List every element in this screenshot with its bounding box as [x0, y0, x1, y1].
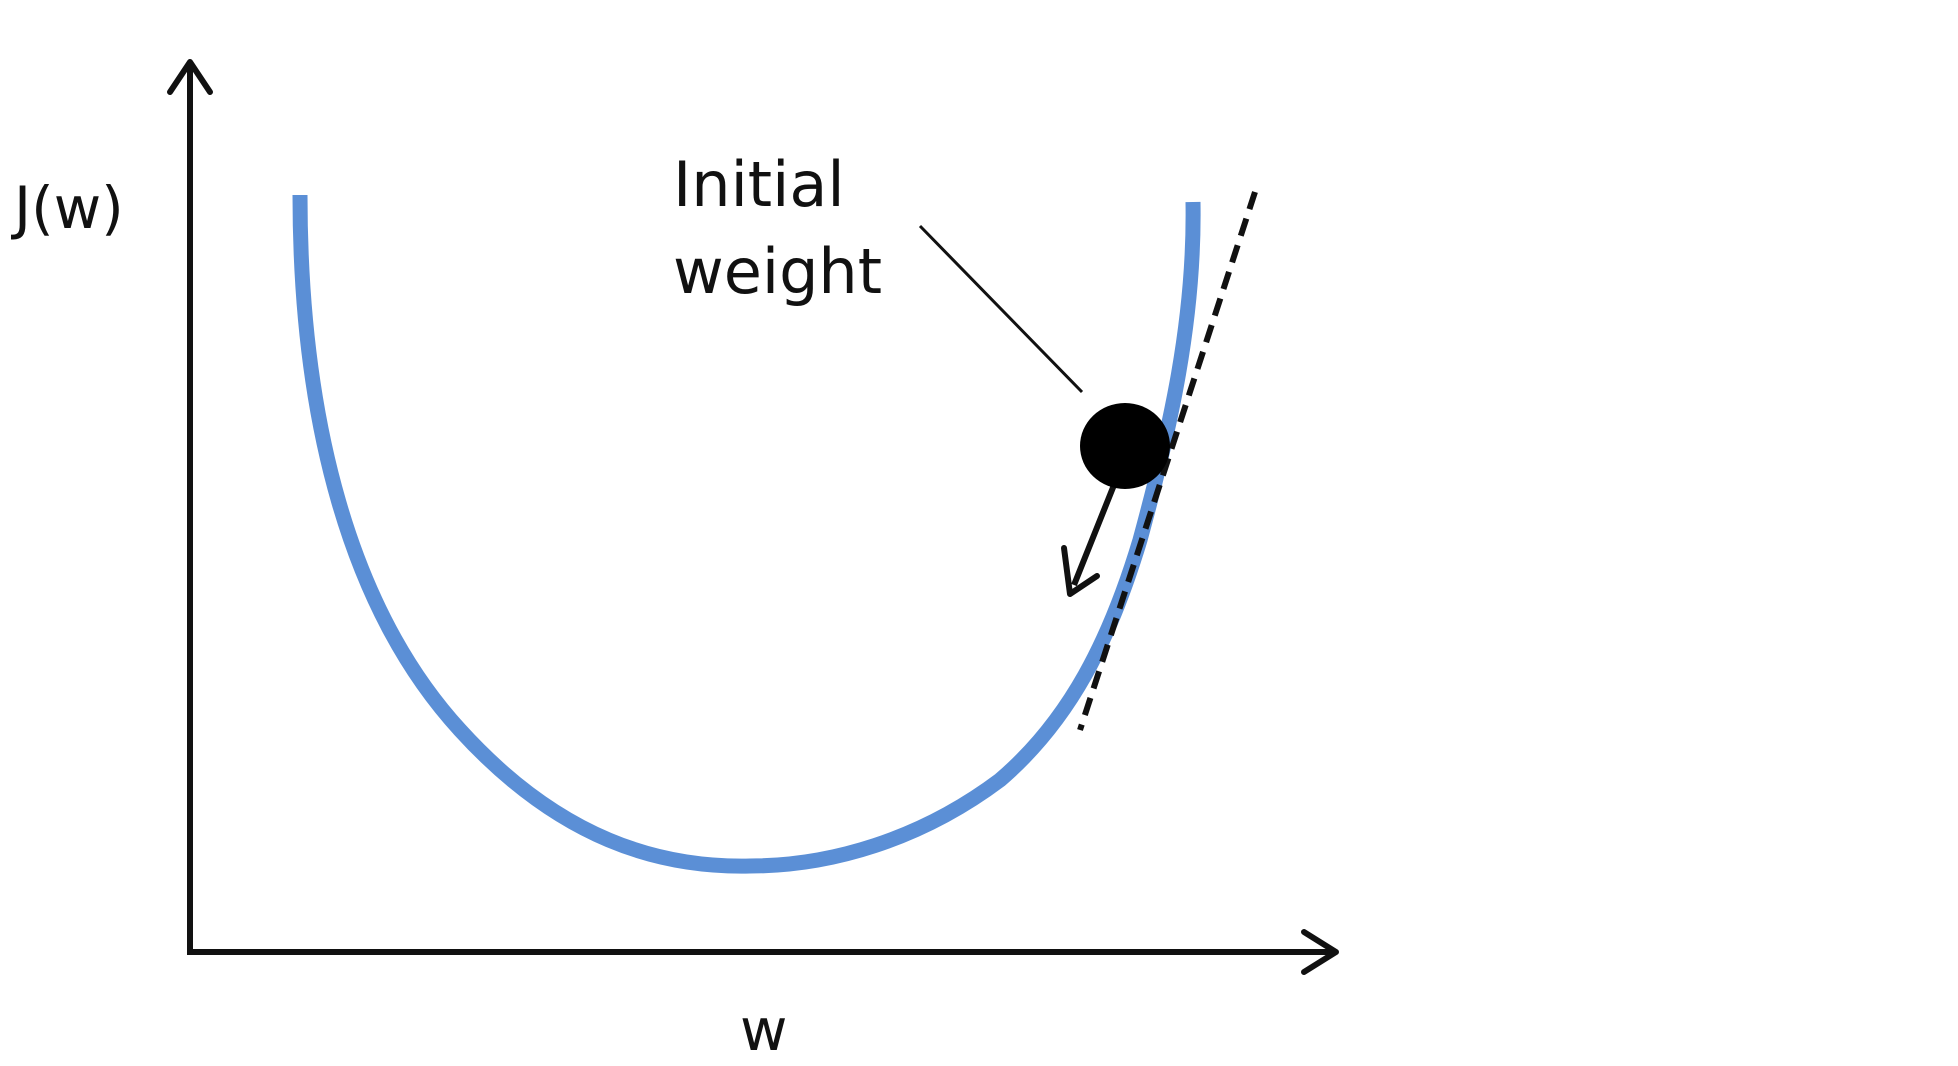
annotation-line-1: Initial [673, 148, 845, 221]
annotation-pointer-line [918, 224, 1084, 394]
x-axis-arrowhead [1301, 929, 1339, 975]
gradient-arrow [1071, 478, 1119, 587]
gradient-arrow-head [1061, 545, 1100, 597]
initial-weight-ball [1080, 403, 1170, 489]
x-axis-label: w [740, 996, 787, 1061]
y-axis-arrowhead [167, 59, 213, 95]
y-axis-label: J(w) [11, 174, 124, 242]
annotation-line-2: weight [673, 235, 882, 308]
tangent-line [1077, 191, 1258, 731]
cost-curve [292, 194, 1201, 874]
